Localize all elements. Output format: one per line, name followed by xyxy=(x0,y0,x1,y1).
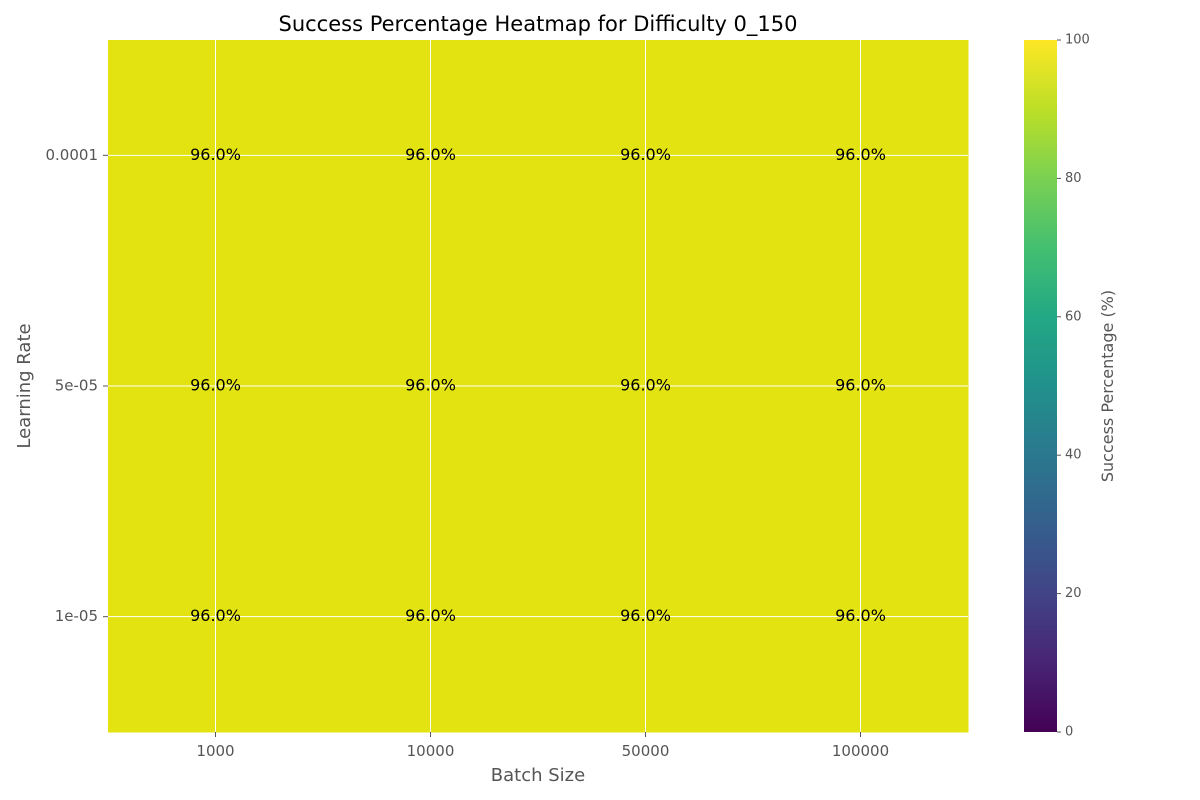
cell-value-label: 96.0% xyxy=(190,376,241,395)
x-tick-label: 100000 xyxy=(832,742,889,760)
x-tick-label: 1000 xyxy=(196,742,234,760)
x-tick-label: 10000 xyxy=(407,742,455,760)
cell-value-label: 96.0% xyxy=(190,606,241,625)
cell-labels: 96.0% 96.0% 96.0% 96.0% 96.0% 96.0% 96.0% 96.0%… xyxy=(190,145,886,625)
y-tick-label: 1e-05 xyxy=(55,607,98,625)
grid-lines xyxy=(108,40,968,732)
cell-value-label: 96.0% xyxy=(620,376,671,395)
y-axis-ticks: 0.0001 5e-05 1e-05 xyxy=(46,146,108,625)
cell-value-label: 96.0% xyxy=(190,145,241,164)
colorbar-tick-label: 100 xyxy=(1065,33,1090,48)
cell-value-label: 96.0% xyxy=(405,376,456,395)
cell-value-label: 96.0% xyxy=(620,145,671,164)
colorbar-tick-label: 0 xyxy=(1065,725,1073,740)
colorbar-ticks: 0 20 40 60 80 100 xyxy=(1057,33,1090,740)
x-tick-label: 50000 xyxy=(622,742,670,760)
cell-value-label: 96.0% xyxy=(405,145,456,164)
cell-value-label: 96.0% xyxy=(620,606,671,625)
colorbar-tick-label: 60 xyxy=(1065,309,1082,324)
cell-value-label: 96.0% xyxy=(835,606,886,625)
cell-value-label: 96.0% xyxy=(835,376,886,395)
y-tick-label: 0.0001 xyxy=(46,146,99,164)
colorbar-tick-label: 80 xyxy=(1065,171,1082,186)
colorbar-gradient xyxy=(1024,40,1057,732)
y-axis-label: Learning Rate xyxy=(14,323,35,448)
cell-value-label: 96.0% xyxy=(835,145,886,164)
x-axis-label: Batch Size xyxy=(491,765,585,786)
y-tick-label: 5e-05 xyxy=(55,377,98,395)
chart-title: Success Percentage Heatmap for Difficult… xyxy=(279,12,798,37)
colorbar-tick-label: 40 xyxy=(1065,448,1082,463)
colorbar-label: Success Percentage (%) xyxy=(1098,290,1117,482)
colorbar-tick-label: 20 xyxy=(1065,586,1082,601)
cell-value-label: 96.0% xyxy=(405,606,456,625)
colorbar: 0 20 40 60 80 100 Success Percentage (%) xyxy=(1024,33,1117,740)
x-axis-ticks: 1000 10000 50000 100000 xyxy=(196,732,889,760)
